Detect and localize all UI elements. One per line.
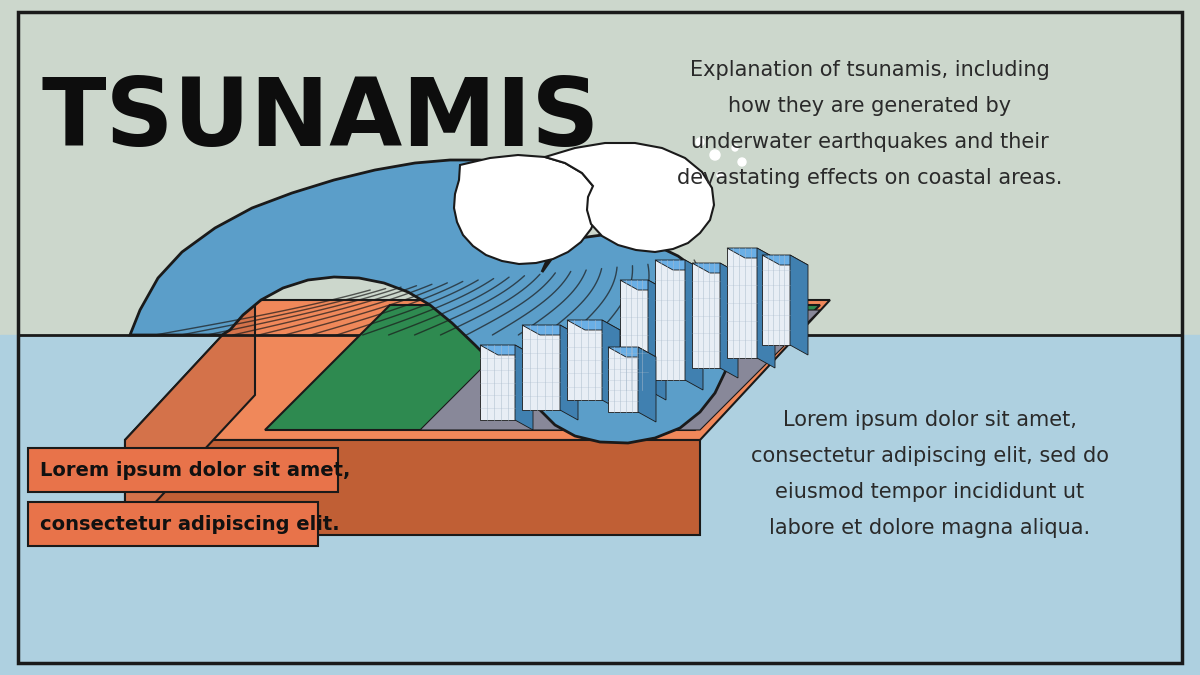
Polygon shape (568, 320, 620, 330)
Circle shape (718, 172, 722, 178)
Polygon shape (18, 335, 256, 535)
Polygon shape (655, 260, 685, 380)
Text: consectetur adipiscing elit.: consectetur adipiscing elit. (40, 514, 340, 533)
Polygon shape (620, 280, 666, 290)
Bar (0, 335, 1200, 675)
Polygon shape (125, 300, 830, 440)
Polygon shape (608, 347, 638, 412)
Polygon shape (655, 260, 703, 270)
Polygon shape (125, 300, 256, 535)
Polygon shape (727, 248, 757, 358)
Polygon shape (125, 440, 700, 535)
Polygon shape (522, 325, 578, 335)
Polygon shape (790, 255, 808, 355)
Circle shape (710, 150, 720, 160)
Polygon shape (454, 155, 598, 264)
Polygon shape (620, 280, 648, 390)
Bar (28, 502, 318, 546)
Polygon shape (762, 255, 790, 345)
Polygon shape (420, 310, 820, 430)
Bar (0, 0, 1200, 335)
Polygon shape (522, 325, 560, 410)
Polygon shape (265, 305, 820, 430)
Polygon shape (480, 345, 533, 355)
Text: Explanation of tsunamis, including
how they are generated by
underwater earthqua: Explanation of tsunamis, including how t… (677, 60, 1063, 188)
Polygon shape (727, 248, 775, 258)
Text: Lorem ipsum dolor sit amet,
consectetur adipiscing elit, sed do
eiusmod tempor i: Lorem ipsum dolor sit amet, consectetur … (751, 410, 1109, 538)
Polygon shape (480, 345, 515, 420)
Polygon shape (762, 255, 808, 265)
Polygon shape (568, 320, 602, 400)
Polygon shape (692, 263, 720, 368)
Circle shape (732, 145, 738, 151)
Polygon shape (648, 280, 666, 400)
Polygon shape (720, 263, 738, 378)
Polygon shape (757, 248, 775, 368)
Circle shape (696, 138, 704, 146)
Polygon shape (602, 320, 620, 410)
Polygon shape (638, 347, 656, 422)
Polygon shape (560, 325, 578, 420)
Bar (28, 448, 338, 492)
Polygon shape (608, 347, 656, 357)
Polygon shape (545, 143, 714, 252)
Polygon shape (692, 263, 738, 273)
Polygon shape (685, 260, 703, 390)
Polygon shape (515, 345, 533, 430)
Text: Lorem ipsum dolor sit amet,: Lorem ipsum dolor sit amet, (40, 460, 350, 479)
Circle shape (738, 158, 746, 166)
Polygon shape (130, 160, 730, 443)
Text: TSUNAMIS: TSUNAMIS (42, 74, 600, 166)
